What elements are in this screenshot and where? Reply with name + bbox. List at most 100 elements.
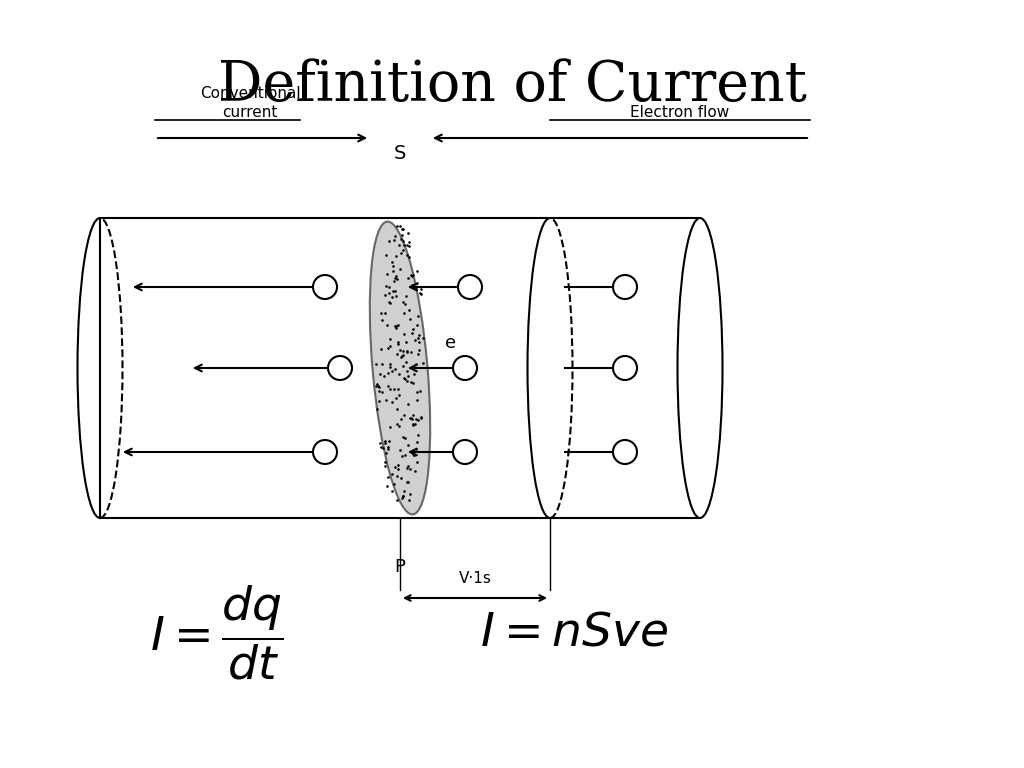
Point	[410, 331, 426, 343]
Point	[395, 345, 412, 357]
Point	[398, 462, 415, 474]
Point	[384, 285, 400, 297]
Point	[381, 361, 397, 373]
Point	[407, 418, 423, 430]
Point	[390, 368, 407, 380]
Point	[374, 313, 390, 326]
Point	[395, 238, 412, 250]
Point	[395, 489, 412, 502]
Point	[391, 344, 408, 356]
Point	[385, 264, 401, 276]
Text: Electron flow: Electron flow	[631, 105, 730, 120]
Text: P: P	[394, 558, 406, 576]
Point	[411, 348, 427, 360]
Point	[393, 472, 410, 484]
Circle shape	[328, 356, 352, 380]
Point	[370, 380, 386, 392]
Circle shape	[453, 440, 477, 464]
Point	[382, 297, 398, 310]
Text: $I = \dfrac{dq}{dt}$: $I = \dfrac{dq}{dt}$	[150, 584, 284, 683]
Point	[391, 419, 408, 432]
Point	[374, 386, 390, 398]
Point	[409, 456, 425, 468]
Point	[406, 269, 422, 281]
Point	[401, 236, 418, 248]
Point	[395, 349, 412, 361]
Point	[389, 336, 406, 348]
Point	[413, 288, 429, 300]
Point	[383, 485, 399, 498]
Point	[382, 358, 398, 370]
Point	[398, 476, 415, 488]
Point	[395, 223, 412, 235]
Point	[380, 342, 396, 354]
Point	[379, 480, 395, 492]
Point	[368, 379, 384, 392]
Point	[381, 296, 397, 308]
Point	[400, 494, 417, 506]
Point	[386, 362, 402, 375]
Point	[380, 471, 396, 483]
Point	[413, 286, 429, 299]
Point	[377, 306, 393, 319]
Point	[387, 272, 403, 284]
Point	[396, 298, 413, 310]
Point	[381, 420, 397, 432]
Point	[373, 307, 389, 319]
Point	[407, 334, 423, 346]
Circle shape	[613, 440, 637, 464]
Point	[391, 389, 408, 401]
Point	[376, 370, 392, 382]
Point	[383, 256, 399, 268]
Point	[388, 220, 404, 232]
Point	[394, 450, 411, 462]
Point	[386, 233, 402, 246]
Point	[386, 275, 402, 287]
Point	[399, 439, 416, 451]
Point	[410, 319, 426, 331]
Text: S: S	[394, 144, 407, 163]
Point	[397, 432, 414, 444]
Point	[371, 385, 387, 397]
Point	[401, 240, 418, 252]
Text: Conventional
current: Conventional current	[200, 87, 300, 120]
Point	[387, 320, 403, 333]
Point	[411, 336, 427, 348]
Point	[383, 396, 399, 409]
Point	[380, 366, 396, 379]
Point	[395, 234, 412, 247]
Point	[377, 437, 393, 449]
Point	[394, 432, 411, 444]
Point	[384, 468, 400, 480]
Point	[379, 319, 395, 332]
Point	[373, 441, 389, 453]
Point	[382, 382, 398, 395]
Point	[381, 333, 397, 345]
Point	[393, 233, 410, 245]
Point	[395, 244, 412, 257]
Point	[393, 492, 410, 505]
Point	[404, 413, 421, 425]
Bar	[100, 218, 700, 518]
Point	[380, 441, 396, 453]
Point	[399, 227, 416, 239]
Point	[406, 449, 422, 462]
Point	[388, 322, 404, 334]
Circle shape	[458, 275, 482, 299]
Point	[389, 347, 406, 359]
Point	[381, 287, 397, 300]
Point	[369, 402, 385, 415]
Circle shape	[453, 356, 477, 380]
Point	[385, 260, 401, 273]
Point	[407, 449, 423, 461]
Ellipse shape	[370, 221, 430, 515]
Point	[378, 249, 394, 261]
Point	[369, 378, 385, 390]
Point	[372, 436, 388, 449]
Point	[391, 239, 408, 251]
Point	[406, 323, 422, 335]
Point	[406, 376, 422, 389]
Point	[399, 476, 416, 488]
Point	[377, 290, 393, 302]
Point	[402, 346, 419, 358]
